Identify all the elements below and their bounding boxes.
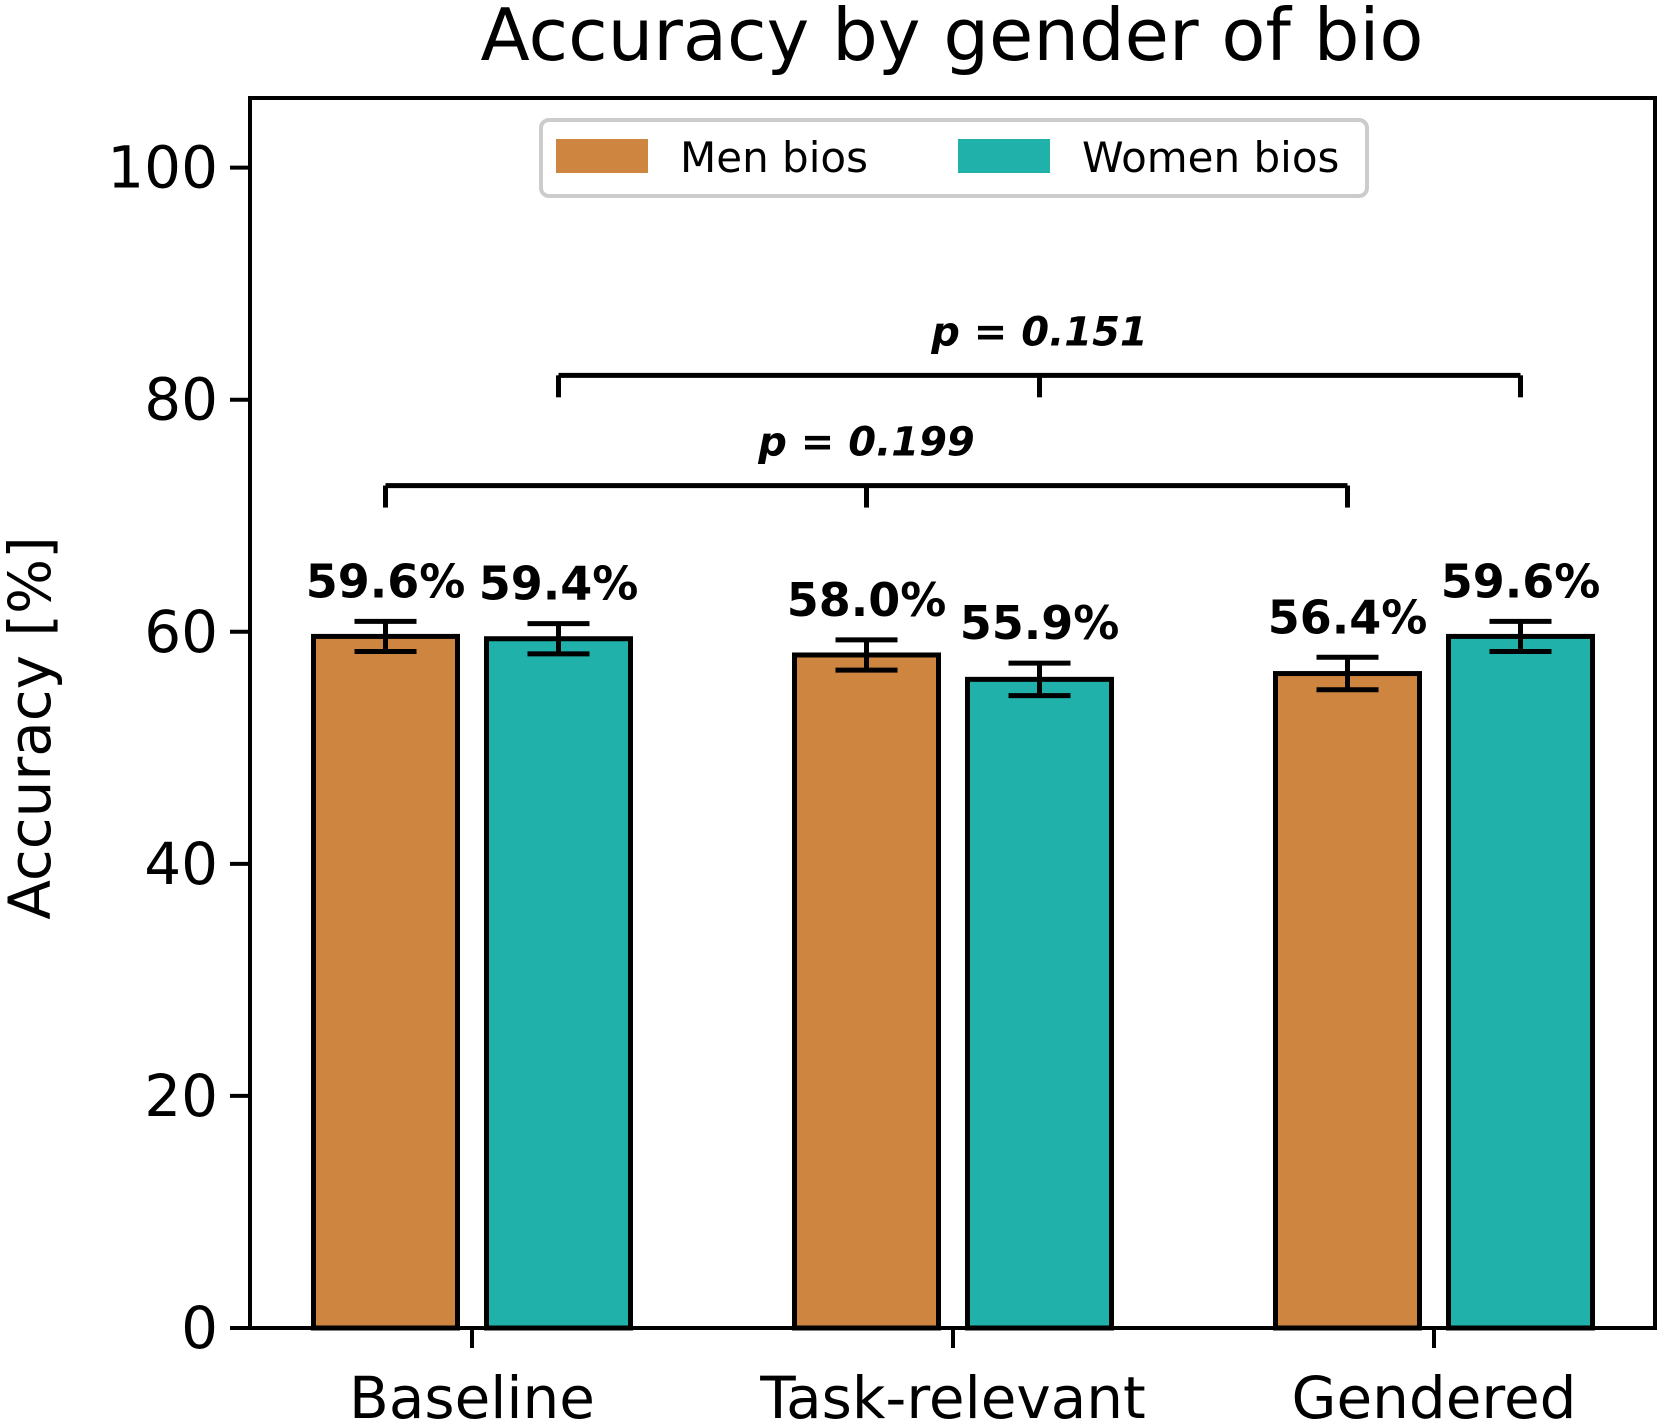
y-axis-label: Accuracy [%]: [0, 536, 64, 920]
axes-group: 0 20 40 60 80 100 Baseline Task-relevant Gendere…: [107, 96, 1657, 1425]
bar-value-label: 59.4%: [479, 557, 639, 611]
legend-frame: [539, 118, 1369, 198]
bar-task-relevant-women: [965, 676, 1114, 1331]
bar-value-label: 59.6%: [306, 554, 466, 608]
y-tick-label: 0: [181, 1294, 218, 1362]
p-value-label: p = 0.199: [757, 420, 975, 466]
bar-value-label: 58.0%: [787, 573, 947, 627]
bar-value-label: 56.4%: [1268, 590, 1428, 644]
legend-label-men: Men bios: [680, 133, 868, 182]
y-tick-label: 20: [144, 1062, 218, 1130]
chart-title: Accuracy by gender of bio: [481, 0, 1424, 77]
x-tick-label: Gendered: [1292, 1364, 1577, 1425]
bar-value-label: 59.6%: [1441, 554, 1601, 608]
error-bars-group: [354, 618, 1552, 699]
bar-task-relevant-men: [792, 652, 941, 1331]
y-tick-label: 100: [107, 134, 218, 202]
legend-swatch-men: [556, 139, 648, 173]
bars-group: [311, 633, 1595, 1331]
legend-swatch-women: [958, 139, 1050, 173]
bar-baseline-men: [311, 633, 460, 1331]
p-value-label: p = 0.151: [930, 309, 1148, 355]
bar-labels-group: 59.6% 58.0% 56.4% 59.4% 55.9% 59.6%: [306, 554, 1601, 650]
significance-brackets: p = 0.199 p = 0.151: [383, 309, 1523, 508]
y-tick-label: 40: [144, 830, 218, 898]
bar-gendered-women: [1446, 633, 1595, 1331]
legend: Men bios Women bios: [539, 118, 1369, 198]
plot-frame: [248, 96, 1657, 1330]
legend-label-women: Women bios: [1082, 133, 1339, 182]
bar-gendered-men: [1273, 671, 1422, 1331]
y-tick-label: 80: [144, 366, 218, 434]
x-tick-label: Baseline: [349, 1364, 595, 1425]
x-tick-label: Task-relevant: [759, 1364, 1146, 1425]
y-tick-label: 60: [144, 598, 218, 666]
bar-value-label: 55.9%: [960, 596, 1120, 650]
bar-baseline-women: [484, 636, 633, 1331]
